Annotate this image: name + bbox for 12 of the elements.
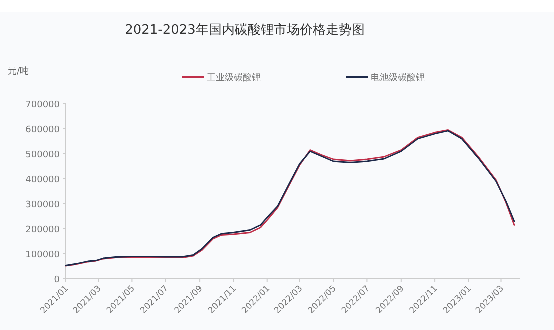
legend-label: 工业级碳酸锂 [207,72,261,84]
y-tick-label: 400000 [26,176,60,186]
y-tick-label: 200000 [26,226,60,236]
y-axis-title: 元/吨 [8,66,30,77]
y-tick-label: 500000 [26,150,60,160]
y-tick-label: 600000 [26,126,60,136]
y-tick-label: 700000 [26,100,60,110]
y-tick-label: 100000 [26,250,60,260]
y-tick-label: 300000 [26,200,60,210]
y-tick-label: 0 [54,276,60,286]
legend-label: 电池级碳酸锂 [371,72,425,84]
chart-title: 2021-2023年国内碳酸锂市场价格走势图 [125,23,365,38]
